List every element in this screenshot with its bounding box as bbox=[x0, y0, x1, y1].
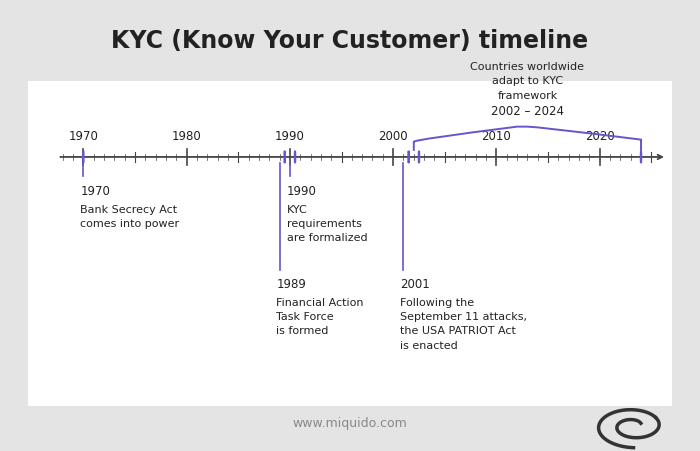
Text: KYC (Know Your Customer) timeline: KYC (Know Your Customer) timeline bbox=[111, 28, 589, 53]
Text: 1990: 1990 bbox=[275, 130, 304, 143]
Text: 1990: 1990 bbox=[287, 185, 316, 198]
Text: 1970: 1970 bbox=[80, 185, 110, 198]
Text: 2010: 2010 bbox=[482, 130, 511, 143]
Text: 1970: 1970 bbox=[69, 130, 98, 143]
Text: 2002 – 2024: 2002 – 2024 bbox=[491, 105, 564, 118]
Text: Following the
September 11 attacks,
the USA PATRIOT Act
is enacted: Following the September 11 attacks, the … bbox=[400, 298, 527, 351]
Text: Financial Action
Task Force
is formed: Financial Action Task Force is formed bbox=[276, 298, 364, 336]
Text: 2001: 2001 bbox=[400, 278, 430, 291]
Text: 2020: 2020 bbox=[584, 130, 615, 143]
Text: 1980: 1980 bbox=[172, 130, 202, 143]
Text: 2000: 2000 bbox=[378, 130, 408, 143]
Text: 1989: 1989 bbox=[276, 278, 307, 291]
Text: KYC
requirements
are formalized: KYC requirements are formalized bbox=[287, 205, 368, 244]
Text: Bank Secrecy Act
comes into power: Bank Secrecy Act comes into power bbox=[80, 205, 179, 229]
Text: www.miquido.com: www.miquido.com bbox=[293, 417, 407, 430]
FancyBboxPatch shape bbox=[22, 78, 678, 408]
Text: Countries worldwide
adapt to KYC
framework: Countries worldwide adapt to KYC framewo… bbox=[470, 62, 584, 101]
